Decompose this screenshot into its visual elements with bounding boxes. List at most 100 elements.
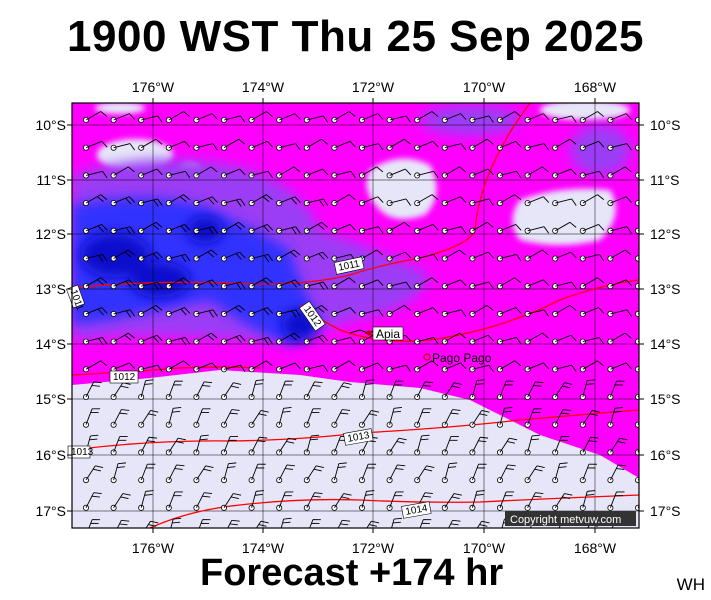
wind-barb xyxy=(552,382,573,400)
copyright-badge: Copyright metvuw.com xyxy=(505,511,636,526)
wind-barb xyxy=(220,221,246,234)
wind-barb xyxy=(220,409,240,428)
lat-lon-grid xyxy=(72,103,639,528)
wind-barb xyxy=(138,305,163,317)
lon-tick-label-top: 170°W xyxy=(463,79,506,95)
wind-barb xyxy=(83,360,108,373)
wind-barb xyxy=(358,166,384,179)
wind-barb xyxy=(579,140,605,151)
wind-barb xyxy=(220,305,246,317)
wind-barb xyxy=(469,115,494,124)
wind-barb xyxy=(193,332,218,345)
wind-barb xyxy=(552,281,577,290)
wind-barb xyxy=(469,305,494,317)
wind-barb xyxy=(607,196,632,207)
wind-barb xyxy=(331,360,356,373)
wind-barb xyxy=(110,196,136,207)
wind-barb xyxy=(331,194,356,207)
isobar-labels: 1011 1011 1012 1012 1013 1013 1014 xyxy=(66,256,432,519)
wind-barb xyxy=(469,463,487,484)
wind-barb xyxy=(635,394,639,400)
wind-barb xyxy=(635,200,639,207)
lon-tick-label-top: 176°W xyxy=(132,79,175,95)
wind-barb xyxy=(524,309,550,317)
wind-barb xyxy=(193,465,214,484)
wind-barb xyxy=(386,305,411,317)
wind-barb xyxy=(220,198,246,207)
wind-barb xyxy=(524,465,545,484)
wind-barb xyxy=(248,194,273,207)
lat-tick-label-left: 10°S xyxy=(35,117,66,133)
wind-barb xyxy=(552,221,577,234)
wind-barb xyxy=(331,462,347,484)
wind-barb xyxy=(331,277,356,290)
wind-barb xyxy=(607,332,632,345)
wind-barb xyxy=(276,491,294,511)
wind-barb xyxy=(193,434,209,456)
wind-barb xyxy=(496,253,522,262)
wind-barb xyxy=(476,520,490,528)
lat-tick-label-left: 17°S xyxy=(35,503,66,519)
wind-barb xyxy=(303,434,320,456)
lat-tick-label-right: 15°S xyxy=(650,391,681,407)
wind-barb xyxy=(579,490,596,511)
wind-barb xyxy=(165,170,191,179)
lon-tick-label-top: 168°W xyxy=(574,79,617,95)
wind-barb xyxy=(193,143,218,151)
wind-barb xyxy=(552,409,571,428)
wind-barb xyxy=(607,491,625,511)
wind-barb xyxy=(83,194,108,207)
wind-barb xyxy=(635,283,639,290)
wind-barb xyxy=(386,380,404,400)
wind-barb xyxy=(220,138,246,151)
wind-barb xyxy=(165,224,191,234)
wind-barb xyxy=(276,279,301,290)
wind-barb xyxy=(276,309,301,318)
wind-barb xyxy=(607,166,632,179)
wind-barb xyxy=(496,407,513,428)
wind-barb xyxy=(414,307,439,317)
wind-barb xyxy=(496,437,518,456)
wind-barb xyxy=(83,408,101,428)
wind-barb xyxy=(607,279,632,290)
wind-barb xyxy=(303,138,329,151)
wind-barb xyxy=(552,334,577,345)
wind-barb xyxy=(607,464,627,484)
lat-tick-label-right: 10°S xyxy=(650,117,681,133)
wind-barb xyxy=(110,493,131,511)
wind-barb xyxy=(276,166,301,179)
wind-barb xyxy=(220,364,246,373)
wind-barb xyxy=(138,410,159,428)
lat-tick-label-right: 11°S xyxy=(650,172,679,188)
wind-barb xyxy=(358,379,375,400)
wind-barb xyxy=(331,382,352,400)
wind-barb xyxy=(441,249,467,262)
wind-barb xyxy=(276,249,301,262)
wind-barb xyxy=(607,309,632,317)
wind-barb xyxy=(414,434,430,456)
wind-barb xyxy=(331,409,351,428)
place-apia: Apia xyxy=(366,326,404,341)
wind-barb xyxy=(165,307,191,317)
wind-barb xyxy=(441,409,461,428)
wind-barb xyxy=(524,492,544,511)
wind-barb xyxy=(331,170,356,179)
wind-barb xyxy=(248,224,274,234)
wind-barb xyxy=(331,224,356,234)
wind-barb xyxy=(579,111,605,124)
wind-barb xyxy=(193,226,218,235)
wind-barb xyxy=(220,382,242,400)
wind-barb xyxy=(607,437,628,456)
wind-barb xyxy=(138,334,163,345)
wind-barb xyxy=(386,168,412,179)
wind-barb xyxy=(635,144,639,151)
wind-barb xyxy=(276,196,301,207)
wind-barb xyxy=(138,221,163,234)
wind-barb xyxy=(635,310,639,317)
wind-barb xyxy=(524,113,550,124)
wind-barb xyxy=(220,281,246,290)
wind-barb xyxy=(220,168,246,179)
copyright-text: Copyright metvuw.com xyxy=(510,514,621,526)
wind-barb xyxy=(276,143,301,151)
